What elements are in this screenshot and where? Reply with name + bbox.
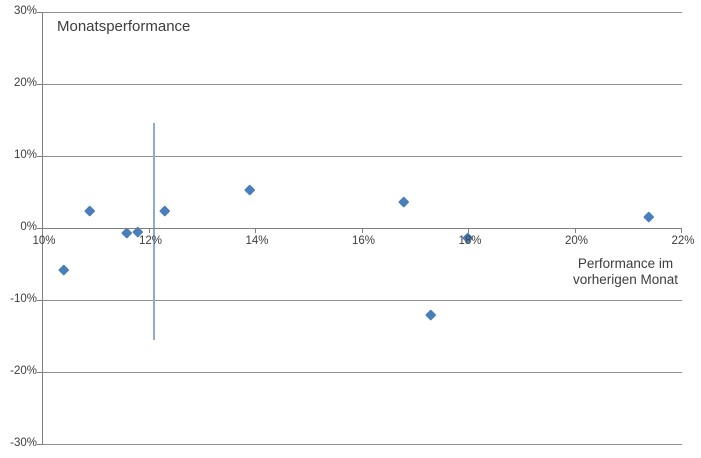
y-axis-tick	[37, 228, 42, 229]
y-gridline	[42, 372, 682, 373]
x-tick-label: 18%	[458, 235, 482, 247]
data-point-marker	[425, 309, 437, 320]
y-axis-tick	[37, 84, 42, 85]
x-axis-title-line1: Performance im	[577, 256, 674, 271]
data-point-marker	[57, 264, 69, 276]
y-tick-label: -30%	[10, 437, 37, 449]
data-point-marker	[84, 205, 96, 217]
x-axis-tick	[361, 228, 363, 233]
y-tick-label: 20%	[13, 77, 37, 89]
x-axis-tick	[468, 228, 469, 233]
y-axis-tick	[37, 156, 42, 157]
y-axis-tick	[37, 12, 42, 13]
y-axis-tick	[37, 444, 42, 445]
vertical-line-series	[152, 122, 155, 341]
y-gridline	[42, 84, 682, 85]
x-tick-label: 22%	[671, 235, 695, 247]
y-tick-label: -20%	[10, 365, 37, 377]
x-tick-label: 20%	[564, 235, 589, 247]
y-gridline	[42, 156, 682, 157]
y-tick-label: 30%	[13, 5, 37, 17]
data-point-marker	[643, 211, 655, 223]
y-gridline	[42, 444, 682, 445]
chart-title: Monatsperformance	[57, 18, 191, 35]
y-gridline	[42, 300, 682, 301]
data-point-marker	[244, 184, 255, 196]
x-tick-label: 12%	[138, 235, 163, 247]
y-gridline	[42, 12, 682, 13]
x-axis-tick	[574, 228, 576, 233]
y-tick-label: 10%	[13, 149, 37, 161]
data-point-marker	[159, 205, 170, 217]
x-axis-tick	[42, 228, 43, 233]
x-axis-title: Performance im vorherigen Monat	[560, 256, 691, 288]
y-tick-label: -10%	[10, 293, 37, 305]
x-tick-label: 16%	[351, 235, 376, 247]
x-tick-label: 10%	[32, 235, 56, 247]
x-axis-tick	[681, 228, 682, 233]
y-tick-label: 0%	[20, 221, 37, 233]
x-axis-tick	[148, 228, 150, 233]
x-tick-label: 14%	[245, 235, 269, 247]
y-axis-tick	[37, 372, 42, 373]
x-axis-title-line2: vorherigen Monat	[572, 272, 679, 287]
data-point-marker	[398, 196, 410, 207]
y-axis-tick	[37, 300, 42, 301]
x-axis-tick	[255, 228, 256, 233]
